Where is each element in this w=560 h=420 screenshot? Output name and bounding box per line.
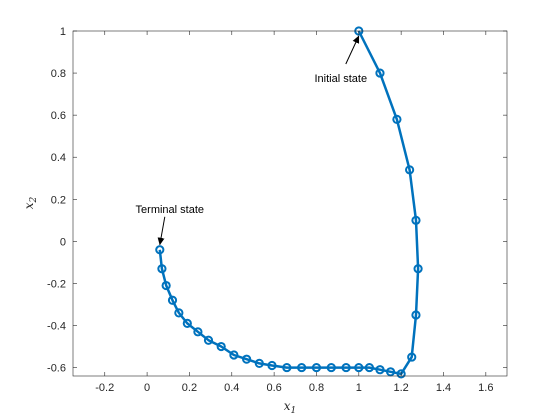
trajectory-point bbox=[157, 264, 167, 274]
x-tick-label: 1.2 bbox=[393, 382, 408, 394]
trajectory-point bbox=[297, 362, 307, 373]
x-tick-label: 0.4 bbox=[224, 382, 239, 394]
trajectory-point bbox=[193, 327, 203, 337]
y-tick-label: 0.8 bbox=[51, 68, 66, 80]
trajectory-point bbox=[267, 360, 277, 371]
trajectory-point bbox=[161, 280, 171, 291]
x-tick-label: 1 bbox=[356, 382, 362, 394]
trajectory-point bbox=[174, 308, 184, 318]
trajectory-point bbox=[326, 362, 336, 373]
trajectory-point bbox=[385, 367, 396, 377]
trajectory-point bbox=[375, 365, 385, 375]
trajectory-point bbox=[405, 165, 415, 175]
trajectory-point bbox=[392, 114, 402, 124]
y-tick-label: -0.6 bbox=[47, 363, 66, 375]
trajectory-point bbox=[203, 335, 214, 345]
trajectory-point bbox=[354, 362, 364, 373]
y-tick-label: 1 bbox=[60, 26, 66, 38]
trajectory-line bbox=[158, 30, 420, 376]
trajectory-point bbox=[216, 341, 226, 352]
trajectory-point bbox=[407, 352, 417, 362]
y-tick-label: 0.4 bbox=[51, 152, 66, 164]
x-tick-label: 1.4 bbox=[436, 382, 451, 394]
y-tick-label: -0.2 bbox=[47, 278, 66, 290]
x-tick-label: 0.2 bbox=[182, 382, 197, 394]
trajectory-point bbox=[167, 295, 178, 305]
y-tick-label: -0.4 bbox=[47, 321, 66, 333]
x-tick-label: 0 bbox=[144, 382, 150, 394]
trajectory-point bbox=[411, 215, 421, 225]
x-axis-label-subscript: 1 bbox=[291, 406, 297, 416]
trajectory-point bbox=[413, 264, 423, 274]
trajectory-point bbox=[411, 310, 421, 320]
y-tick-label: 0.6 bbox=[51, 110, 66, 122]
y-tick-label: 0.2 bbox=[51, 194, 66, 206]
x-tick-label: 1.6 bbox=[478, 382, 493, 394]
plot-area-background bbox=[73, 31, 507, 376]
x-tick-label: 0.8 bbox=[309, 382, 324, 394]
annotations: Initial state Terminal state bbox=[136, 35, 368, 246]
plot-area-frame bbox=[72, 30, 508, 377]
annotation-arrow bbox=[157, 216, 166, 246]
trajectory-point bbox=[282, 362, 292, 373]
trajectory-point bbox=[242, 354, 252, 364]
trajectory-point bbox=[182, 318, 192, 329]
x-tick-label: -0.2 bbox=[95, 382, 114, 394]
axis-ticks: -0.2 0 0.2 0.4 0.6 0.8 1 1.2 1.4 1.6 -0.6 -0.4 -0.2 0… bbox=[47, 26, 507, 394]
annotation-label: Terminal state bbox=[136, 204, 204, 216]
annotation-arrow bbox=[345, 35, 360, 65]
x-axis-label: x1 bbox=[284, 399, 297, 416]
y-axis-label-subscript: 2 bbox=[29, 196, 39, 203]
trajectory-point bbox=[396, 369, 406, 379]
trajectory-point bbox=[341, 362, 351, 373]
y-tick-label: 0 bbox=[60, 236, 66, 248]
trajectory-point bbox=[155, 245, 165, 255]
trajectory-point bbox=[364, 362, 374, 373]
trajectory-point bbox=[311, 362, 322, 373]
trajectory-point bbox=[229, 350, 239, 360]
x-tick-label: 0.6 bbox=[266, 382, 281, 394]
y-axis-label: x2 bbox=[22, 196, 39, 209]
annotation-label: Initial state bbox=[315, 73, 368, 85]
trajectory-point bbox=[375, 68, 385, 78]
trajectory-point bbox=[254, 358, 264, 368]
